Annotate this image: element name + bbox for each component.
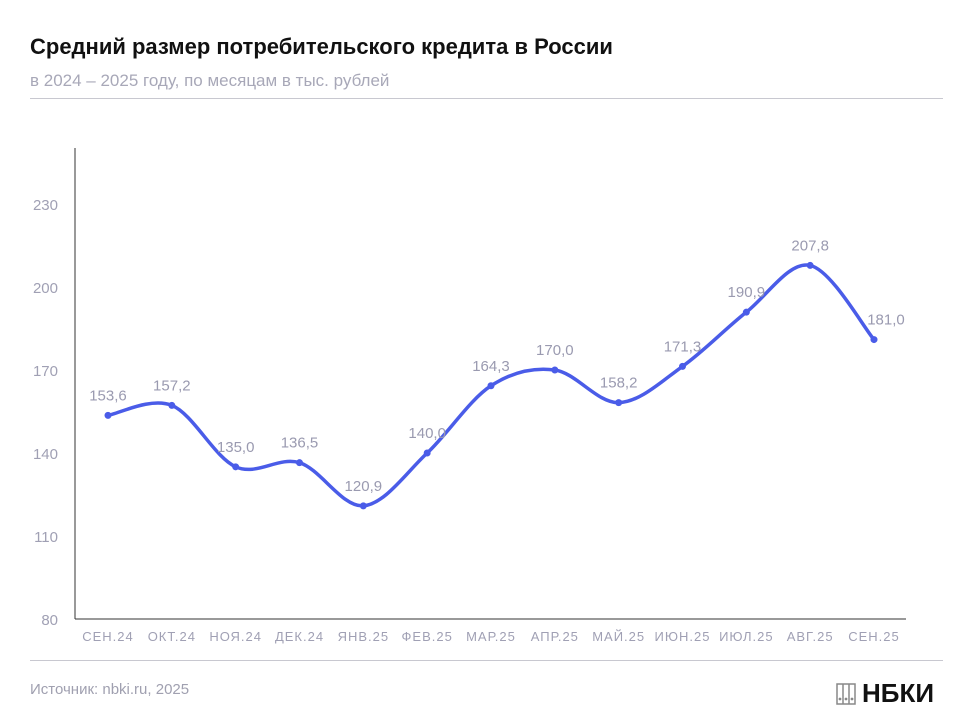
footer-divider	[30, 660, 943, 661]
y-tick-label: 140	[33, 446, 58, 463]
x-tick-label: МАЙ.25	[592, 629, 645, 644]
data-label: 170,0	[536, 342, 574, 359]
x-tick-label: ИЮН.25	[655, 629, 711, 644]
data-label: 171,3	[664, 338, 702, 355]
y-tick-label: 80	[41, 612, 58, 629]
logo-text: НБКИ	[862, 678, 935, 708]
data-label: 158,2	[600, 375, 638, 392]
data-label: 153,6	[89, 387, 127, 404]
x-tick-label: ОКТ.24	[148, 629, 196, 644]
x-tick-label: СЕН.25	[848, 629, 900, 644]
chart-subtitle: в 2024 – 2025 году, по месяцам в тыс. ру…	[30, 71, 390, 90]
y-tick-label: 170	[33, 363, 58, 380]
data-point	[615, 399, 623, 407]
data-label: 120,9	[345, 478, 383, 495]
x-tick-label: МАР.25	[466, 629, 516, 644]
data-label: 164,3	[472, 358, 510, 375]
data-label: 181,0	[867, 312, 905, 329]
data-point	[168, 401, 176, 409]
data-point	[232, 463, 240, 471]
data-point	[551, 366, 559, 374]
x-tick-label: ЯНВ.25	[338, 629, 390, 644]
source-note: Источник: nbki.ru, 2025	[30, 681, 190, 698]
data-label: 207,8	[791, 237, 829, 254]
data-point	[742, 308, 750, 316]
data-label: 190,9	[728, 284, 766, 301]
data-label: 136,5	[281, 435, 319, 452]
data-point	[359, 502, 367, 510]
logo-icon	[836, 682, 856, 705]
data-label: 157,2	[153, 377, 191, 394]
data-label: 135,0	[217, 439, 255, 456]
header-divider	[30, 98, 943, 99]
chart-title: Средний размер потребительского кредита …	[30, 34, 613, 59]
data-point	[104, 411, 112, 419]
data-point	[487, 382, 495, 390]
y-tick-label: 230	[33, 197, 58, 214]
nbki-logo: НБКИ	[836, 678, 934, 709]
x-tick-label: НОЯ.24	[209, 629, 262, 644]
data-point	[806, 261, 814, 269]
data-point	[679, 362, 686, 370]
x-tick-label: СЕН.24	[82, 629, 134, 644]
x-tick-label: АВГ.25	[787, 629, 834, 644]
data-point	[870, 336, 878, 344]
data-point	[296, 459, 303, 467]
x-tick-label: ФЕВ.25	[402, 629, 453, 644]
y-tick-label: 200	[33, 280, 58, 297]
data-point	[423, 449, 431, 457]
x-tick-label: ДЕК.24	[275, 629, 324, 644]
y-tick-label: 110	[34, 529, 58, 546]
x-tick-label: АПР.25	[531, 629, 579, 644]
x-tick-label: ИЮЛ.25	[719, 629, 774, 644]
data-label: 140,0	[408, 425, 446, 442]
